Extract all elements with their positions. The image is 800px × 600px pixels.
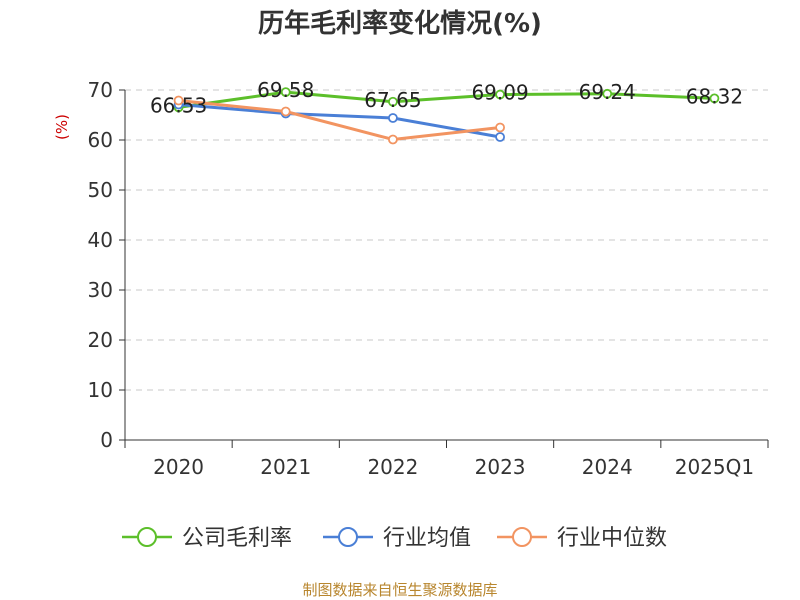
data-point (280, 87, 291, 97)
x-tick-label: 2023 (475, 455, 526, 479)
legend-swatch-marker (137, 527, 157, 547)
y-tick-label: 10 (88, 378, 113, 402)
data-labels: 66.53 69.58 67.65 69.09 69.24 68.32 (150, 78, 743, 117)
y-axis-unit-label: (%) (53, 114, 71, 140)
series-line (177, 103, 502, 139)
data-point (388, 96, 398, 107)
y-tick-label: 70 (88, 78, 113, 102)
x-tick-label: 2021 (260, 455, 311, 479)
data-label: 66.53 (150, 93, 207, 117)
y-tick-label: 60 (88, 128, 113, 152)
x-tick-label: 2022 (367, 455, 418, 479)
data-point (709, 93, 720, 104)
legend-item[interactable]: 行业中位数 (497, 526, 667, 551)
series-line (177, 90, 716, 109)
data-label: 69.09 (471, 81, 528, 105)
grid-lines (125, 89, 768, 391)
legend-label: 行业中位数 (557, 526, 667, 551)
legend-label: 公司毛利率 (182, 526, 292, 551)
data-point (388, 113, 398, 123)
data-label: 68.32 (686, 84, 743, 108)
x-tick-label: 2024 (582, 455, 633, 479)
series-lines (173, 87, 720, 145)
series-line (177, 99, 502, 141)
data-point (388, 134, 398, 145)
y-tick-label: 20 (88, 328, 113, 352)
data-point (280, 106, 291, 117)
data-label: 69.24 (579, 80, 636, 104)
legend-label: 行业均值 (383, 526, 471, 551)
data-point (173, 95, 184, 106)
y-tick-label: 30 (88, 278, 113, 302)
chart-title: 历年毛利率变化情况(%) (258, 8, 542, 39)
legend: 公司毛利率 行业均值 行业中位数 (122, 526, 667, 551)
data-point (495, 132, 505, 142)
axes: 0 10 20 30 40 50 60 70 2020 2021 2022 2023 2024 2025Q… (88, 78, 769, 479)
data-point (495, 89, 505, 100)
data-point (602, 88, 613, 99)
legend-swatch-marker (512, 527, 532, 547)
data-point (495, 122, 505, 133)
legend-item[interactable]: 行业均值 (323, 526, 471, 551)
data-label: 67.65 (364, 88, 421, 112)
legend-item[interactable]: 公司毛利率 (122, 526, 292, 551)
legend-swatch-marker (338, 527, 358, 547)
y-tick-label: 50 (88, 178, 113, 202)
x-tick-label: 2025Q1 (675, 455, 754, 479)
data-label: 69.58 (257, 78, 314, 102)
y-tick-label: 0 (100, 428, 113, 452)
data-source-note: 制图数据来自恒生聚源数据库 (302, 581, 497, 599)
y-tick-label: 40 (88, 228, 113, 252)
x-tick-label: 2020 (153, 455, 204, 479)
